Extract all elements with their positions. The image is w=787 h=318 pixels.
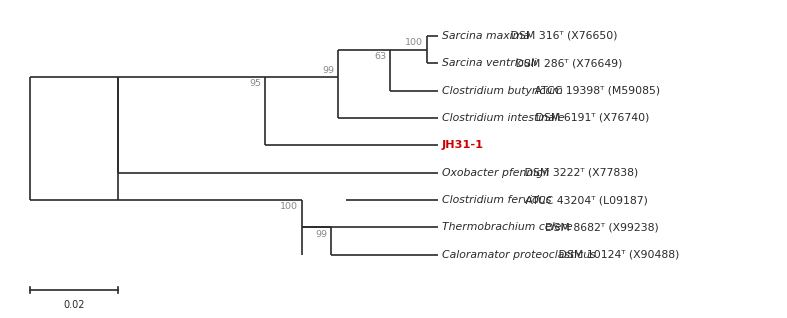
Text: 99: 99 (316, 230, 327, 239)
Text: DSM 10124ᵀ (X90488): DSM 10124ᵀ (X90488) (555, 250, 679, 260)
Text: DSM 286ᵀ (X76649): DSM 286ᵀ (X76649) (512, 58, 622, 68)
Text: Oxobacter pfennigii: Oxobacter pfennigii (442, 168, 549, 178)
Text: Clostridium butyricum: Clostridium butyricum (442, 86, 563, 96)
Text: 63: 63 (374, 52, 386, 61)
Text: 100: 100 (405, 38, 423, 47)
Text: 99: 99 (323, 66, 334, 75)
Text: DSM 316ᵀ (X76650): DSM 316ᵀ (X76650) (507, 31, 617, 41)
Text: 95: 95 (249, 79, 261, 88)
Text: ATCC 43204ᵀ (L09187): ATCC 43204ᵀ (L09187) (523, 195, 648, 205)
Text: ATCC 19398ᵀ (M59085): ATCC 19398ᵀ (M59085) (531, 86, 660, 96)
Text: Sarcina maxima: Sarcina maxima (442, 31, 530, 41)
Text: JH31-1: JH31-1 (442, 140, 484, 150)
Text: DSM 6191ᵀ (X76740): DSM 6191ᵀ (X76740) (532, 113, 649, 123)
Text: Thermobrachium celere: Thermobrachium celere (442, 222, 573, 232)
Text: Clostridium fervidus: Clostridium fervidus (442, 195, 552, 205)
Text: 0.02: 0.02 (63, 300, 85, 310)
Text: Clostridium intestinale: Clostridium intestinale (442, 113, 564, 123)
Text: 100: 100 (280, 202, 298, 211)
Text: Caloramator proteoclasticus: Caloramator proteoclasticus (442, 250, 596, 260)
Text: DSM 3222ᵀ (X77838): DSM 3222ᵀ (X77838) (521, 168, 638, 178)
Text: Sarcina ventriculi: Sarcina ventriculi (442, 58, 537, 68)
Text: DSM 8682ᵀ (X99238): DSM 8682ᵀ (X99238) (538, 222, 659, 232)
